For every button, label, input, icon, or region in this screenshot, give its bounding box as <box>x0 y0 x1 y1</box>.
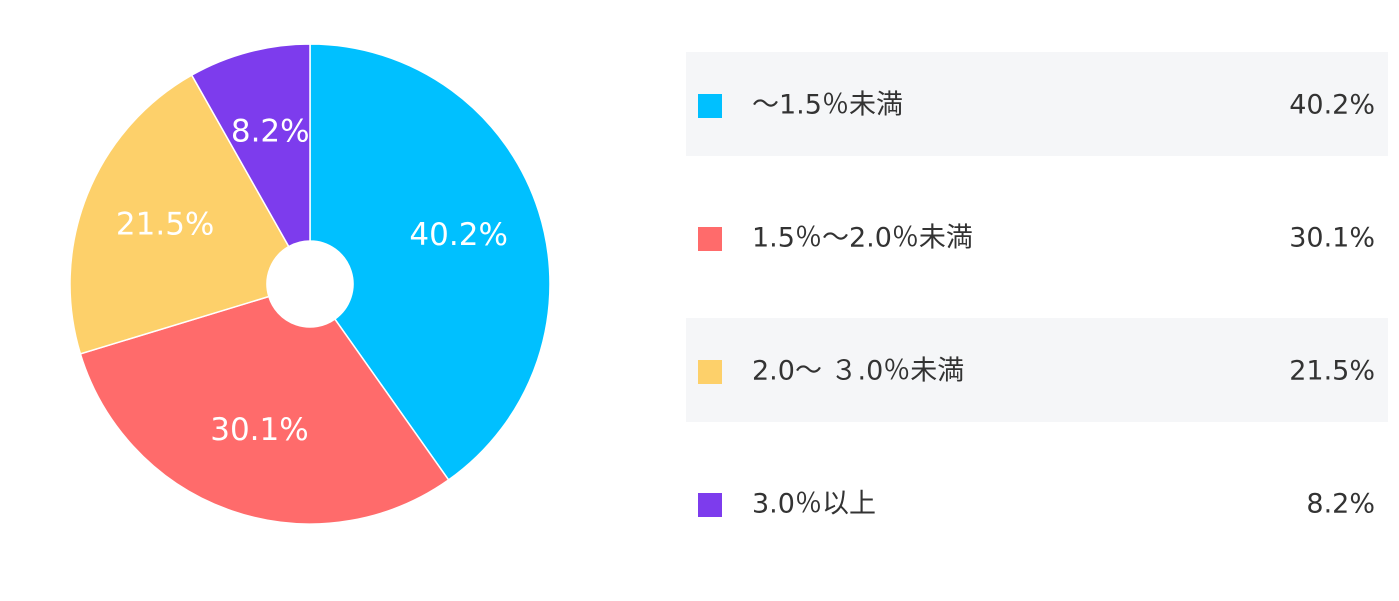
legend-row-bg <box>686 52 1388 156</box>
pie-slice <box>79 295 450 525</box>
legend-row-bg <box>686 318 1388 422</box>
pie-slice <box>69 74 290 355</box>
pie-slice <box>190 43 311 248</box>
legend-value: 30.1% <box>1289 223 1375 254</box>
slice-label: 21.5% <box>116 207 214 243</box>
legend-label: 3.0％以上 <box>752 489 876 520</box>
slice-label: 40.2% <box>409 217 507 253</box>
legend-label: 1.5％～2.0％未満 <box>752 223 973 254</box>
legend-swatch <box>698 493 722 517</box>
legend-label: ～1.5％未満 <box>752 90 903 121</box>
legend-swatch <box>698 227 722 251</box>
legend-label: 2.0～ ３.0％未満 <box>752 356 964 387</box>
legend-value: 21.5% <box>1289 356 1375 387</box>
legend-value: 40.2% <box>1289 90 1375 121</box>
pie-slice <box>309 43 551 481</box>
legend-swatch <box>698 94 722 118</box>
legend-swatch <box>698 360 722 384</box>
slice-label: 8.2% <box>231 114 310 150</box>
slice-label: 30.1% <box>210 412 308 448</box>
legend-value: 8.2% <box>1306 489 1375 520</box>
